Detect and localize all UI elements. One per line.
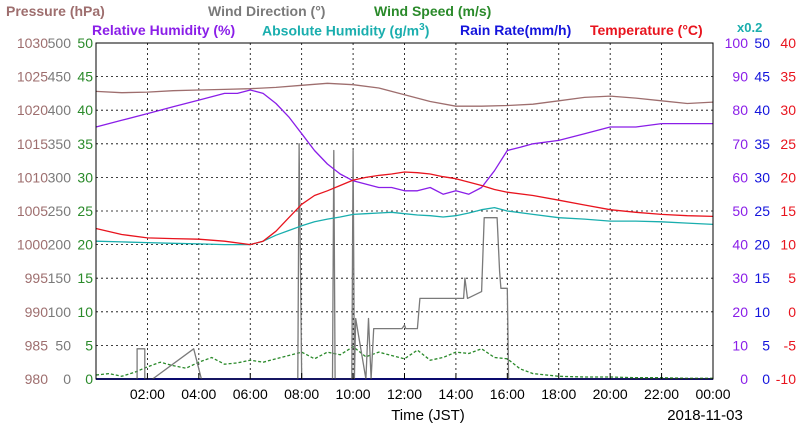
x-tick-label: 14:00 [438, 386, 473, 402]
x-tick-label: 06:00 [233, 386, 268, 402]
absolute-humidity-superscript: 3 [419, 22, 425, 33]
rain-rate-tick-label: 15 [754, 270, 770, 286]
temperature-tick-label: 40 [780, 35, 796, 51]
rain-rate-tick-label: 5 [762, 337, 770, 353]
temperature-tick-label: 10 [780, 237, 796, 253]
series-temperature-c [95, 171, 714, 246]
x-tick-label: 04:00 [181, 386, 216, 402]
relative-humidity-tick-label: 100 [725, 35, 749, 51]
x-tick-label: 12:00 [387, 386, 422, 402]
temperature-tick-label: 35 [780, 69, 796, 85]
x-tick-label: 10:00 [336, 386, 371, 402]
wind-direction-tick-label: 250 [48, 203, 72, 219]
wind-direction-tick-label: 0 [63, 371, 71, 387]
x-tick-label: 18:00 [541, 386, 576, 402]
rain-rate-tick-label: 20 [754, 237, 770, 253]
relative-humidity-tick-label: 40 [732, 237, 748, 253]
x-tick-label: 20:00 [593, 386, 628, 402]
wind-speed-tick-label: 30 [77, 169, 93, 185]
relative-humidity-tick-label: 20 [732, 304, 748, 320]
wind-direction-label: Wind Direction (°) [208, 3, 326, 19]
temperature-tick-label: -5 [784, 337, 797, 353]
x-tick-label: 02:00 [130, 386, 165, 402]
pressure-tick-label: 1025 [17, 69, 48, 85]
temperature-tick-label: 20 [780, 169, 796, 185]
absolute-humidity-label: Absolute Humidity (g/m3) [262, 22, 429, 39]
pressure-label: Pressure (hPa) [6, 3, 105, 19]
wind-direction-tick-label: 500 [48, 35, 72, 51]
absolute-humidity-close: ) [424, 22, 430, 39]
multiplier-label: x0.2 [737, 20, 763, 35]
wind-direction-tick-label: 100 [48, 304, 72, 320]
series-relative-humidity [95, 89, 713, 195]
pressure-tick-label: 1000 [17, 237, 48, 253]
pressure-tick-label: 995 [25, 270, 49, 286]
x-axis-label: Time (JST) [391, 407, 465, 424]
wind-direction-tick-label: 200 [48, 237, 72, 253]
temperature-tick-label: -10 [776, 371, 796, 387]
x-tick-label: 16:00 [490, 386, 525, 402]
series-wind-speed-m-s [95, 346, 713, 379]
wind-speed-tick-label: 15 [77, 270, 93, 286]
wind-speed-tick-label: 50 [77, 35, 93, 51]
relative-humidity-tick-label: 90 [732, 69, 748, 85]
pressure-tick-label: 985 [25, 337, 49, 353]
wind-direction-tick-label: 350 [48, 136, 72, 152]
wind-speed-tick-label: 10 [77, 304, 93, 320]
pressure-tick-label: 1030 [17, 35, 48, 51]
series-absolute-humidity-g-m [95, 206, 714, 246]
wind-speed-label: Wind Speed (m/s) [374, 3, 492, 19]
pressure-tick-label: 1020 [17, 102, 48, 118]
relative-humidity-tick-label: 50 [732, 203, 748, 219]
relative-humidity-tick-label: 80 [732, 102, 748, 118]
wind-direction-tick-label: 400 [48, 102, 72, 118]
wind-speed-tick-label: 40 [77, 102, 93, 118]
rain-rate-tick-label: 50 [754, 35, 770, 51]
relative-humidity-tick-label: 60 [732, 169, 748, 185]
wind-direction-tick-label: 50 [55, 337, 71, 353]
temperature-tick-label: 0 [788, 304, 796, 320]
wind-speed-tick-label: 20 [77, 237, 93, 253]
relative-humidity-tick-label: 10 [732, 337, 748, 353]
rain-rate-tick-label: 30 [754, 169, 770, 185]
x-ticks: 02:00 04:00 06:00 08:00 10:00 12:00 14:00 16:00… [130, 373, 731, 402]
wind-direction-tick-label: 450 [48, 69, 72, 85]
date-label: 2018-11-03 [667, 407, 743, 424]
rain-rate-tick-label: 0 [762, 371, 770, 387]
pressure-tick-label: 980 [25, 371, 49, 387]
wind-speed-tick-label: 45 [77, 69, 93, 85]
x-tick-label: 08:00 [284, 386, 319, 402]
wind-direction-tick-label: 150 [48, 270, 72, 286]
x-tick-label: 00:00 [695, 386, 730, 402]
pressure-tick-label: 990 [25, 304, 49, 320]
wind-speed-tick-label: 0 [85, 371, 93, 387]
y-ticks: 9809859909951000100510101015102010251030… [17, 35, 796, 387]
relative-humidity-tick-label: 0 [740, 371, 748, 387]
relative-humidity-label: Relative Humidity (%) [92, 22, 236, 38]
x-tick-label: 22:00 [644, 386, 679, 402]
temperature-tick-label: 25 [780, 136, 796, 152]
pressure-tick-label: 1010 [17, 169, 48, 185]
rain-rate-tick-label: 45 [754, 69, 770, 85]
temperature-tick-label: 15 [780, 203, 796, 219]
pressure-tick-label: 1015 [17, 136, 48, 152]
temperature-label: Temperature (°C) [590, 22, 703, 38]
absolute-humidity-text: Absolute Humidity (g/m [262, 22, 420, 39]
rain-rate-label: Rain Rate(mm/h) [460, 22, 572, 38]
relative-humidity-tick-label: 30 [732, 270, 748, 286]
temperature-tick-label: 30 [780, 102, 796, 118]
rain-rate-tick-label: 10 [754, 304, 770, 320]
series-pressure-hpa [95, 82, 714, 107]
pressure-tick-label: 1005 [17, 203, 48, 219]
rain-rate-tick-label: 25 [754, 203, 770, 219]
wind-speed-tick-label: 35 [77, 136, 93, 152]
wind-speed-tick-label: 5 [85, 337, 93, 353]
wind-direction-tick-label: 300 [48, 169, 72, 185]
wind-speed-tick-label: 25 [77, 203, 93, 219]
temperature-tick-label: 5 [788, 270, 796, 286]
rain-rate-tick-label: 40 [754, 102, 770, 118]
rain-rate-tick-label: 35 [754, 136, 770, 152]
relative-humidity-tick-label: 70 [732, 136, 748, 152]
